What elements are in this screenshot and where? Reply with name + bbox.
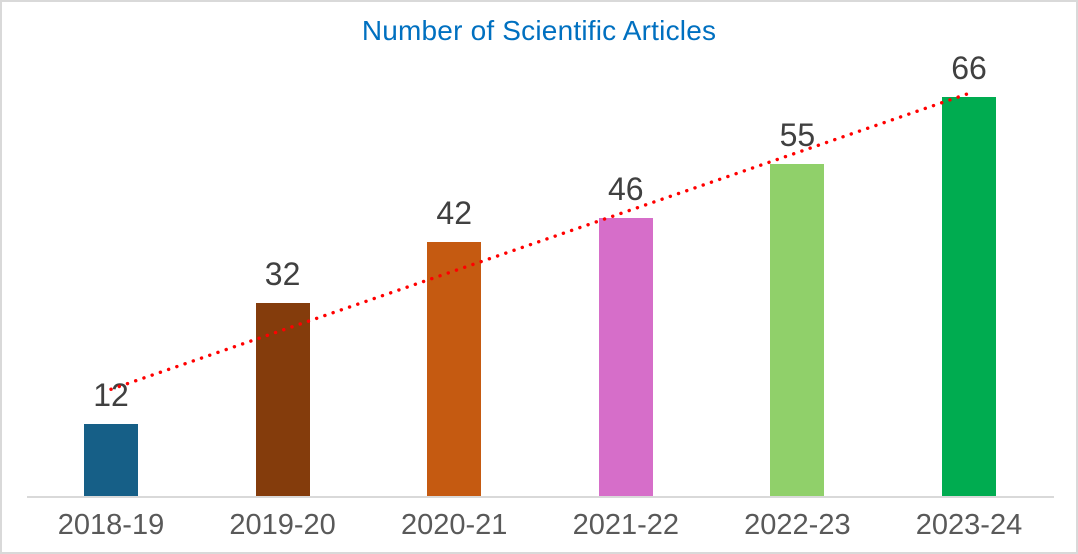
- x-axis-label: 2020-21: [400, 509, 508, 541]
- x-axis-label: 2019-20: [229, 509, 336, 541]
- x-axis-label: 2018-19: [57, 509, 165, 541]
- bar-2020-21: [427, 242, 482, 496]
- data-label: 66: [951, 50, 987, 86]
- data-label: 32: [264, 256, 301, 292]
- data-label: 55: [779, 117, 816, 153]
- x-axis-label: 2023-24: [915, 509, 1023, 541]
- x-axis-line: [27, 496, 1054, 498]
- bar-2023-24: [942, 97, 996, 496]
- bar-2022-23: [770, 164, 825, 496]
- data-label: 42: [436, 195, 472, 231]
- data-label: 12: [93, 377, 129, 413]
- bar-2019-20: [255, 303, 310, 496]
- bar-2018-19: [84, 424, 138, 496]
- x-axis-label: 2022-23: [744, 509, 851, 541]
- data-label: 46: [608, 171, 644, 207]
- bar-2021-22: [598, 218, 653, 496]
- x-axis-label: 2021-22: [572, 509, 680, 541]
- chart-title: Number of Scientific Articles: [361, 15, 717, 46]
